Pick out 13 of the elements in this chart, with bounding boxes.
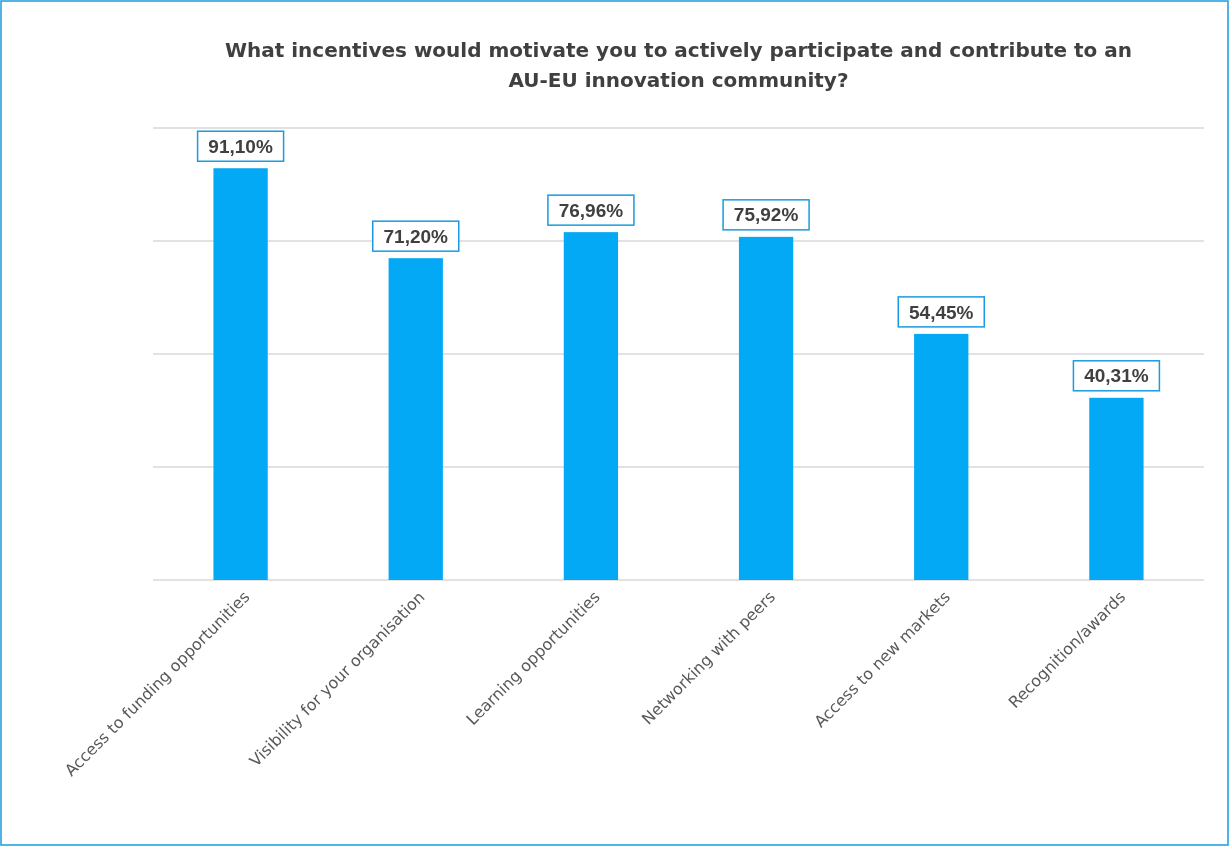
bar	[563, 232, 619, 580]
data-label: 40,31%	[1084, 365, 1149, 387]
bar	[738, 236, 794, 580]
bar	[213, 168, 268, 580]
data-label: 91,10%	[208, 135, 273, 157]
bar	[388, 258, 443, 580]
data-label: 54,45%	[909, 301, 974, 323]
bar	[1089, 397, 1144, 580]
data-label: 71,20%	[383, 225, 449, 247]
chart-title: What incentives would motivate you to actively participate and contribute to an AU-EU innovation community?	[224, 38, 1133, 92]
data-label: 76,96%	[558, 199, 624, 221]
bar	[914, 333, 969, 580]
data-label: 75,92%	[733, 204, 799, 226]
